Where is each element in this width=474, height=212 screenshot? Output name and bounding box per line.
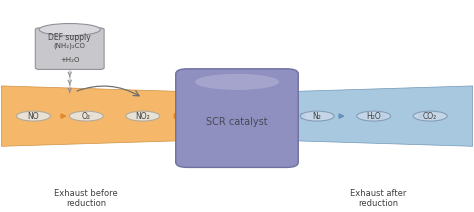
Ellipse shape	[69, 111, 103, 121]
Text: Exhaust before
reduction: Exhaust before reduction	[55, 188, 118, 208]
Text: NO: NO	[27, 112, 39, 121]
Ellipse shape	[17, 111, 50, 121]
Text: SCR catalyst: SCR catalyst	[206, 117, 268, 127]
Text: NO₂: NO₂	[136, 112, 150, 121]
Text: Exhaust after
reduction: Exhaust after reduction	[350, 188, 407, 208]
FancyBboxPatch shape	[176, 69, 298, 167]
Ellipse shape	[39, 24, 100, 36]
Text: O₂: O₂	[82, 112, 91, 121]
Polygon shape	[277, 86, 473, 146]
Polygon shape	[1, 86, 197, 146]
Ellipse shape	[413, 111, 447, 121]
Text: (NH₂)₂CO: (NH₂)₂CO	[54, 42, 86, 49]
Text: H₂O: H₂O	[366, 112, 381, 121]
Text: N₂: N₂	[313, 112, 321, 121]
FancyBboxPatch shape	[36, 28, 104, 69]
Text: DEF supply: DEF supply	[48, 33, 91, 42]
Ellipse shape	[300, 111, 334, 121]
Ellipse shape	[357, 111, 391, 121]
Ellipse shape	[195, 74, 279, 90]
Text: CO₂: CO₂	[423, 112, 438, 121]
Text: +H₂O: +H₂O	[60, 57, 80, 63]
Ellipse shape	[126, 111, 160, 121]
